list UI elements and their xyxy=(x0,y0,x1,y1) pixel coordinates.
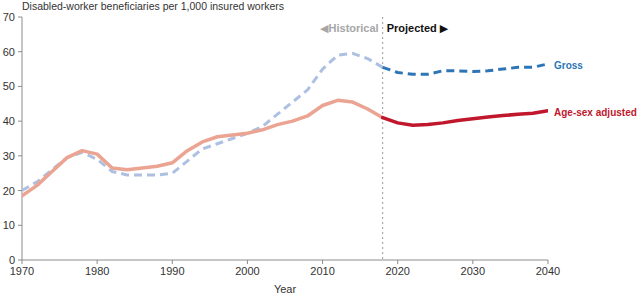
x-tick xyxy=(97,260,98,264)
series-line xyxy=(22,100,383,195)
x-tick-label: 2030 xyxy=(461,265,485,277)
y-tick xyxy=(18,260,22,261)
y-tick xyxy=(18,17,22,18)
y-tick xyxy=(18,121,22,122)
y-tick xyxy=(18,190,22,191)
x-tick xyxy=(247,260,248,264)
historical-label: ◀Historical xyxy=(320,22,379,34)
series-group xyxy=(22,53,548,195)
x-tick xyxy=(322,260,323,264)
x-tick-label: 1970 xyxy=(10,265,34,277)
y-tick-label: 50 xyxy=(3,80,15,92)
y-tick-label: 30 xyxy=(3,150,15,162)
y-tick-label: 60 xyxy=(3,46,15,58)
x-axis-line xyxy=(22,260,548,261)
y-tick-label: 10 xyxy=(3,219,15,231)
x-tick-label: 1980 xyxy=(85,265,109,277)
y-tick xyxy=(18,155,22,156)
series-line xyxy=(22,53,383,190)
x-tick-label: 2000 xyxy=(235,265,259,277)
x-tick-label: 2040 xyxy=(536,265,560,277)
series-line xyxy=(383,64,548,74)
series-line xyxy=(383,111,548,126)
series-label: Age-sex adjusted xyxy=(554,107,637,118)
x-tick xyxy=(397,260,398,264)
projected-label: Projected ▶ xyxy=(387,22,449,34)
chart: Disabled-worker beneficiaries per 1,000 … xyxy=(0,0,644,300)
x-tick-label: 1990 xyxy=(160,265,184,277)
divider-line xyxy=(382,17,383,260)
y-tick-label: 40 xyxy=(3,115,15,127)
series-label: Gross xyxy=(554,60,583,71)
x-tick-label: 2010 xyxy=(310,265,334,277)
x-tick-label: 2020 xyxy=(385,265,409,277)
y-axis-title: Disabled-worker beneficiaries per 1,000 … xyxy=(22,0,284,12)
y-tick xyxy=(18,51,22,52)
y-axis-line xyxy=(22,17,23,260)
y-tick xyxy=(18,225,22,226)
x-tick xyxy=(472,260,473,264)
x-tick xyxy=(548,260,549,264)
y-tick-label: 70 xyxy=(3,11,15,23)
y-tick xyxy=(18,86,22,87)
x-axis-title: Year xyxy=(274,283,297,295)
x-tick xyxy=(172,260,173,264)
y-tick-label: 20 xyxy=(3,185,15,197)
x-tick xyxy=(22,260,23,264)
